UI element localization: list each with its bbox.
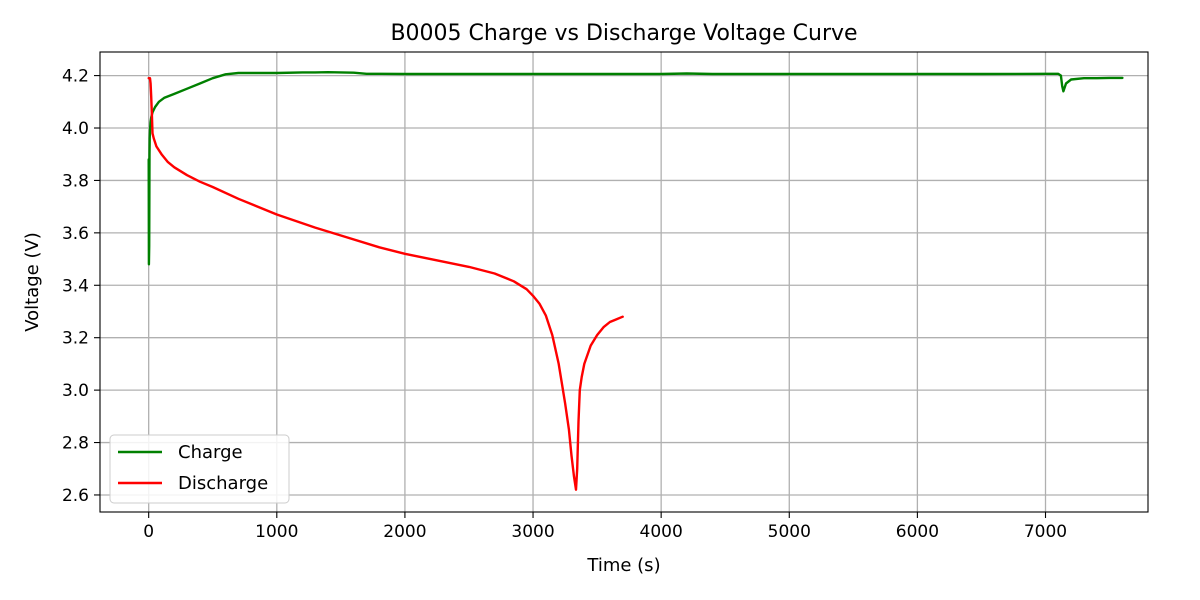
y-tick-label: 3.2 [62, 329, 89, 349]
y-tick-label: 3.4 [62, 276, 89, 296]
x-tick-label: 5000 [768, 522, 811, 542]
x-tick-label: 3000 [511, 522, 554, 542]
series-line-discharge [147, 76, 624, 491]
grid-lines [100, 52, 1148, 512]
x-tick-label: 0 [143, 522, 154, 542]
y-tick-label: 3.0 [62, 381, 89, 401]
x-axis-label: Time (s) [586, 555, 660, 576]
x-tick-label: 1000 [255, 522, 298, 542]
y-axis-label: Voltage (V) [22, 232, 43, 332]
y-tick-label: 2.6 [62, 486, 89, 506]
y-tick-label: 4.2 [62, 67, 89, 87]
legend-label-discharge: Discharge [178, 473, 268, 494]
x-tick-label: 4000 [640, 522, 683, 542]
y-tick-label: 2.8 [62, 434, 89, 454]
chart-title: B0005 Charge vs Discharge Voltage Curve [390, 21, 857, 46]
series-lines [147, 70, 1124, 491]
legend-label-charge: Charge [178, 442, 243, 463]
y-tick-label: 4.0 [62, 119, 89, 139]
x-tick-label: 6000 [896, 522, 939, 542]
legend: Charge Discharge [109, 434, 290, 504]
x-tick-label: 7000 [1024, 522, 1067, 542]
y-tick-label: 3.8 [62, 171, 89, 191]
plot-frame [99, 51, 1149, 513]
axis-ticks: 0 1000 2000 3000 4000 5000 6000 7000 2.6 2.8 3.0 3.… [62, 67, 1067, 542]
y-tick-label: 3.6 [62, 224, 89, 244]
x-tick-label: 2000 [383, 522, 426, 542]
